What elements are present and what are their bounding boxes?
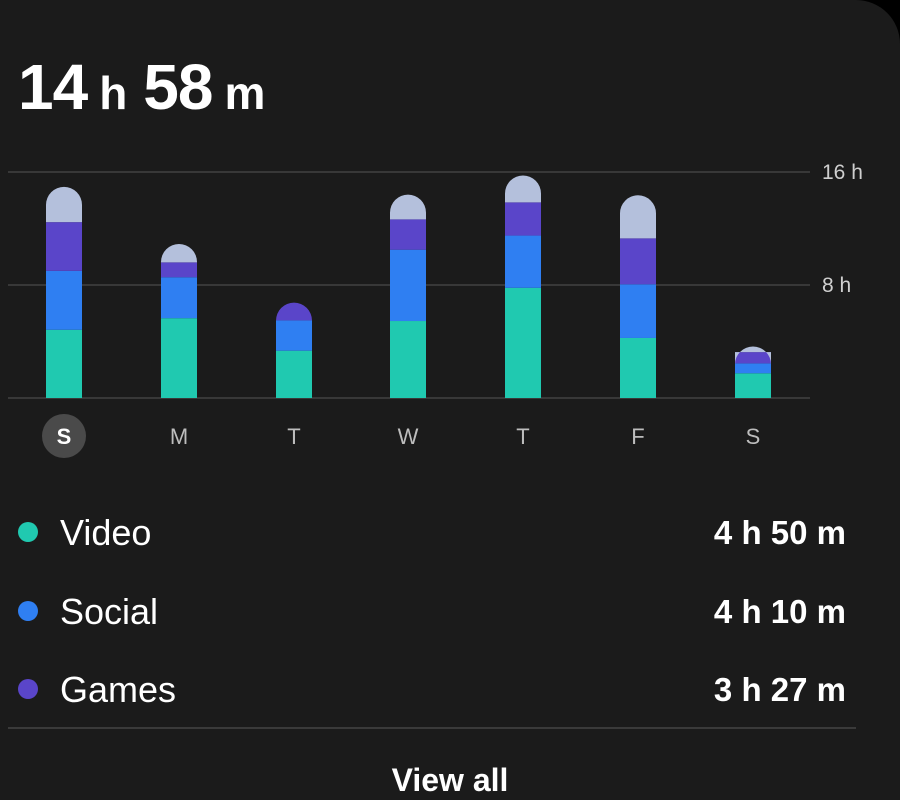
- legend-value-social: 4 h 10 m: [713, 593, 846, 630]
- bar-segment-social: [735, 363, 771, 374]
- legend-label-social: Social: [60, 591, 159, 632]
- social-color-dot: [18, 601, 38, 621]
- bar-segment-social: [620, 284, 656, 338]
- bar-segment-video: [735, 373, 771, 398]
- day-label-3[interactable]: W: [398, 424, 419, 449]
- bar-segment-social: [46, 270, 82, 330]
- video-color-dot: [18, 522, 38, 542]
- bar-day-0[interactable]: [46, 186, 82, 398]
- day-label-0[interactable]: S: [57, 424, 72, 449]
- legend-value-games: 3 h 27 m: [713, 671, 846, 708]
- bar-segment-other: [620, 195, 656, 239]
- bar-segment-games: [620, 238, 656, 285]
- bar-day-6[interactable]: [735, 346, 771, 398]
- bar-segment-games: [46, 222, 82, 271]
- legend-row-video[interactable]: Video 4 h 50 m: [0, 502, 900, 562]
- day-label-2[interactable]: T: [287, 424, 300, 449]
- bar-day-1[interactable]: [161, 244, 197, 398]
- y-tick-label: 8 h: [822, 274, 851, 297]
- day-label-4[interactable]: T: [516, 424, 529, 449]
- legend-value-video: 4 h 50 m: [713, 514, 846, 551]
- bar-segment-video: [390, 321, 426, 398]
- selected-day-indicator: [42, 414, 86, 458]
- day-label-5[interactable]: F: [631, 424, 644, 449]
- bar-segment-social: [276, 320, 312, 351]
- day-label-1[interactable]: M: [170, 424, 188, 449]
- bar-segment-other: [390, 194, 426, 220]
- bar-segment-social: [505, 235, 541, 288]
- bar-day-3[interactable]: [390, 194, 426, 398]
- bar-segment-other: [46, 186, 82, 223]
- total-screen-time: 14 h 58 m: [18, 50, 265, 124]
- bar-segment-games: [505, 202, 541, 236]
- bar-day-2[interactable]: [276, 302, 312, 398]
- legend-row-games[interactable]: Games 3 h 27 m: [0, 659, 900, 719]
- bar-segment-other: [161, 244, 197, 263]
- weekly-usage-chart: 8 h 16 h S M T W T F S: [8, 161, 863, 458]
- total-hours-unit: h: [99, 67, 128, 119]
- games-color-dot: [18, 679, 38, 699]
- total-minutes: 58: [143, 51, 213, 123]
- bar-segment-video: [620, 337, 656, 398]
- bar-segment-games: [735, 352, 771, 364]
- legend-row-social[interactable]: Social 4 h 10 m: [0, 581, 900, 641]
- y-tick-label: 16 h: [822, 161, 863, 184]
- bar-segment-games: [161, 262, 197, 278]
- bar-segment-video: [46, 329, 82, 398]
- bar-segment-video: [276, 350, 312, 398]
- bar-segment-games: [390, 219, 426, 250]
- day-label-6[interactable]: S: [746, 424, 761, 449]
- view-all-button[interactable]: View all: [391, 762, 509, 798]
- divider: [8, 727, 856, 729]
- bar-segment-video: [161, 318, 197, 398]
- bar-segment-other: [505, 175, 541, 203]
- legend-label-video: Video: [60, 512, 152, 553]
- bar-day-4[interactable]: [505, 175, 541, 398]
- total-minutes-unit: m: [224, 67, 266, 119]
- legend-label-games: Games: [60, 669, 177, 710]
- bar-segment-social: [390, 249, 426, 322]
- bar-day-5[interactable]: [620, 195, 656, 398]
- bar-segment-other: [735, 346, 771, 365]
- bar-segment-video: [505, 287, 541, 398]
- bar-segment-games: [276, 302, 312, 321]
- bar-segment-social: [161, 277, 197, 319]
- total-hours: 14: [18, 51, 88, 123]
